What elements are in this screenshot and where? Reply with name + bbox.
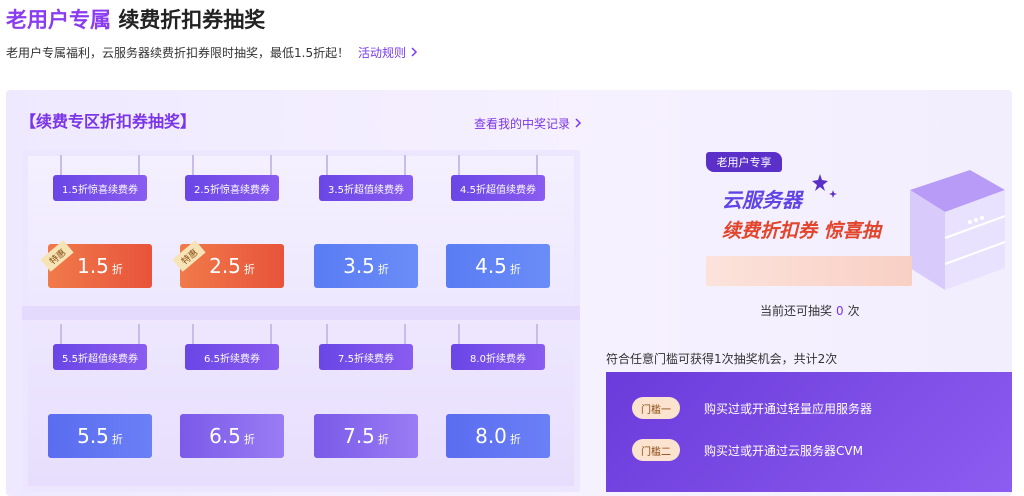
coupon-label: 2.5折惊喜续费券 (185, 175, 279, 201)
coupon-value: 4.5 (475, 254, 507, 278)
promo-tag: 老用户专享 (706, 152, 782, 172)
threshold-intro: 符合任意门槛可获得1次抽奖机会，共计2次 (606, 352, 838, 366)
rules-text[interactable]: 活动规则 (358, 46, 407, 60)
threshold-text: 购买过或开通过云服务器CVM (704, 444, 863, 458)
coupon-label: 3.5折超值续费券 (319, 175, 413, 201)
string (270, 155, 272, 175)
string (458, 324, 460, 344)
threshold-tag: 门槛二 (632, 439, 680, 461)
coupon-label: 4.5折超值续费券 (451, 175, 545, 201)
coupon: 5.5 折 (48, 414, 152, 458)
coupon-unit: 折 (509, 263, 521, 276)
coupon-value: 5.5 (77, 424, 109, 448)
coupon-unit: 折 (377, 433, 389, 446)
promo-line1: 云服务器 (722, 188, 802, 212)
stars (812, 174, 837, 198)
coupon: 7.5 折 (314, 414, 418, 458)
string (192, 155, 194, 175)
string (192, 324, 194, 344)
records-text[interactable]: 查看我的中奖记录 (474, 117, 571, 131)
string (326, 155, 328, 175)
coupon-unit: 折 (111, 433, 123, 446)
title-highlight: 老用户专属 (6, 8, 111, 32)
coupon: 6.5 折 (180, 414, 284, 458)
string (60, 324, 62, 344)
threshold-box (606, 372, 1012, 492)
string (404, 324, 406, 344)
remaining: 当前还可抽奖 0 次 (760, 302, 860, 319)
coupon-label: 7.5折续费券 (319, 344, 413, 370)
coupon-value: 2.5 (209, 254, 241, 278)
string (458, 155, 460, 175)
threshold-text: 购买过或开通过轻量应用服务器 (704, 402, 873, 416)
remaining-count: 0 (836, 304, 844, 318)
chevron (411, 47, 417, 57)
string (138, 155, 140, 175)
coupon: 4.5 折 (446, 244, 550, 288)
server-illustration (910, 170, 1006, 290)
subtitle: 老用户专属福利，云服务器续费折扣券限时抽奖，最低1.5折起！ (6, 46, 350, 60)
coupon-unit: 折 (377, 263, 389, 276)
coupon: 3.5 折 (314, 244, 418, 288)
coupon-value: 3.5 (343, 254, 375, 278)
coupon-unit: 折 (111, 263, 123, 276)
coupon-label: 1.5折惊喜续费券 (53, 175, 147, 201)
title-text: 续费折扣券抽奖 (118, 8, 266, 32)
page-title: 老用户专属 续费折扣券抽奖 (6, 4, 265, 34)
coupon-label: 6.5折续费券 (185, 344, 279, 370)
string (326, 324, 328, 344)
chevron (575, 118, 581, 128)
string (138, 324, 140, 344)
promo-line2: 续费折扣券 惊喜抽 (722, 220, 881, 242)
string (536, 324, 538, 344)
panel-heading: 【续费专区折扣券抽奖】 (20, 112, 197, 131)
coupon-value: 7.5 (343, 424, 375, 448)
shelf-board (22, 306, 580, 320)
remaining-suffix: 次 (847, 304, 860, 318)
coupon-value: 8.0 (475, 424, 507, 448)
remaining-prefix: 当前还可抽奖 (760, 304, 833, 318)
records-link[interactable]: 查看我的中奖记录 (474, 115, 582, 132)
coupon-label: 5.5折超值续费券 (53, 344, 147, 370)
string (270, 324, 272, 344)
coupon-value: 6.5 (209, 424, 241, 448)
string (404, 155, 406, 175)
coupon-label: 8.0折续费券 (451, 344, 545, 370)
string (60, 155, 62, 175)
coupon-value: 1.5 (77, 254, 109, 278)
draw-button[interactable] (706, 256, 912, 286)
threshold-tag: 门槛一 (632, 397, 680, 419)
coupon-unit: 折 (243, 433, 255, 446)
coupon-unit: 折 (243, 263, 255, 276)
coupon-unit: 折 (509, 433, 521, 446)
coupon: 8.0 折 (446, 414, 550, 458)
string (536, 155, 538, 175)
rules-link[interactable]: 活动规则 (358, 44, 418, 61)
